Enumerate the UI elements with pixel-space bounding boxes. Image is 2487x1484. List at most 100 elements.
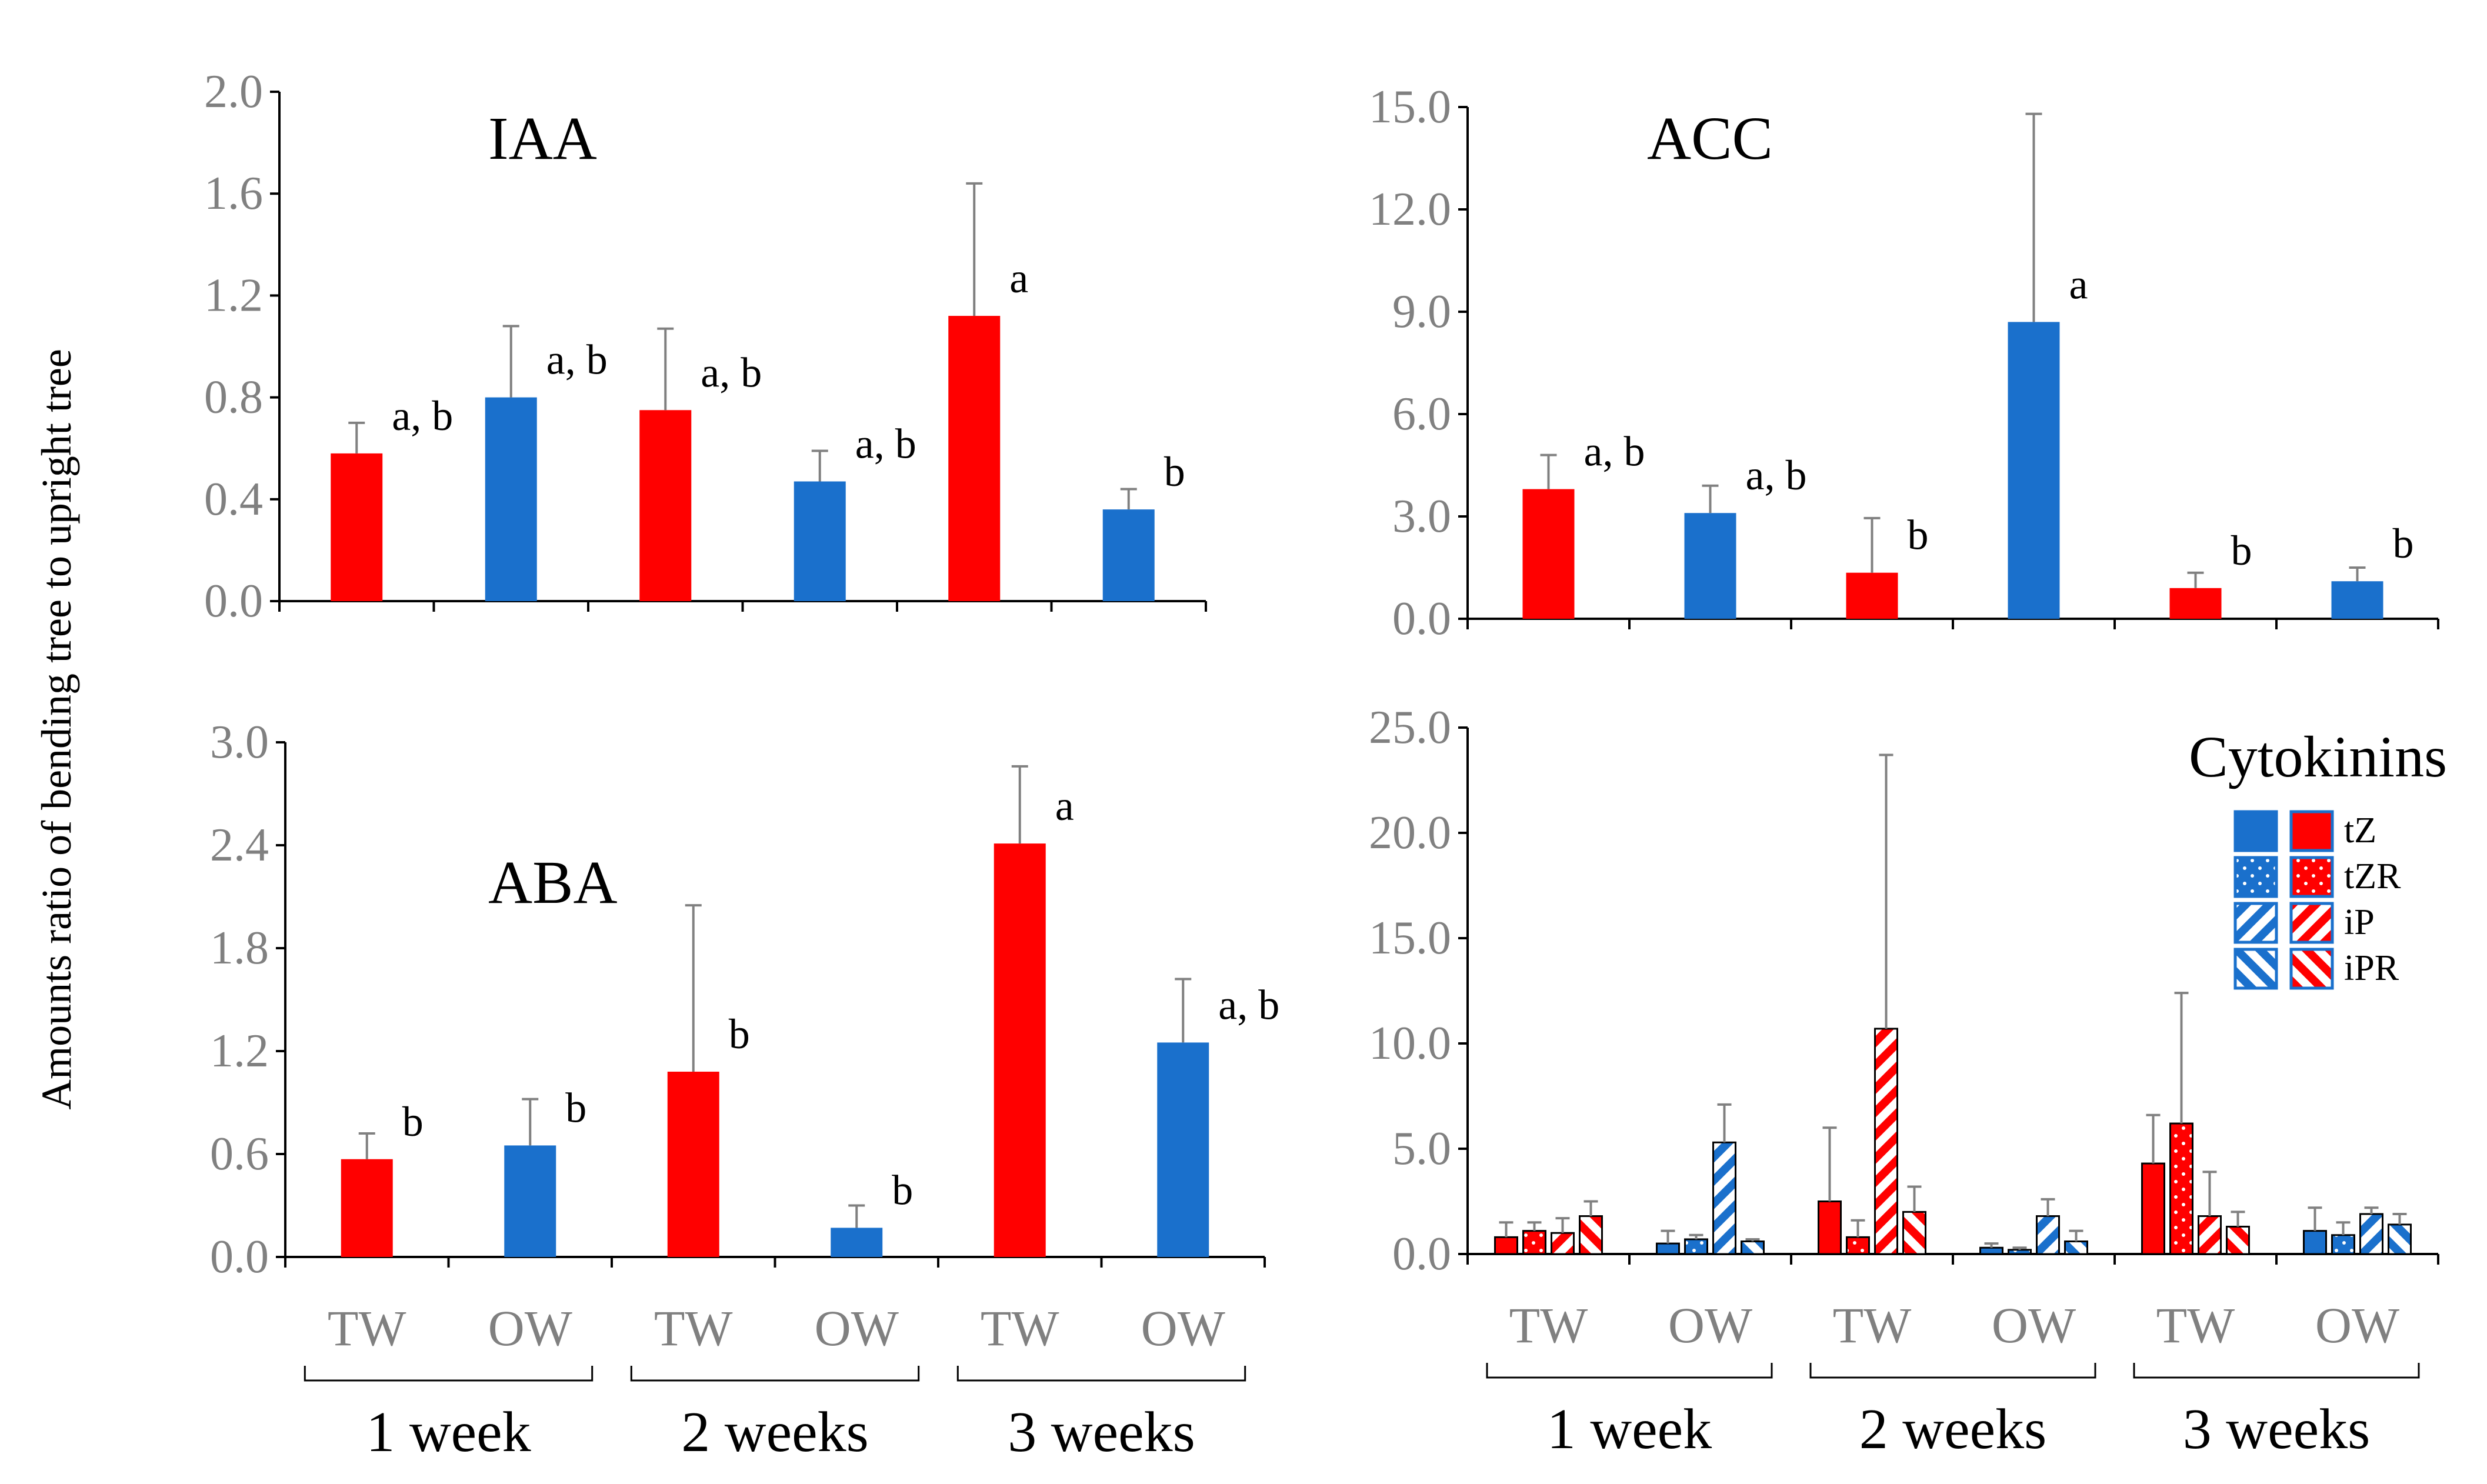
group-bracket	[1809, 1363, 2096, 1379]
significance-label: a, b	[392, 392, 453, 439]
significance-label: a	[1055, 782, 1074, 829]
legend-swatch-ow	[2233, 948, 2278, 990]
group-bracket	[956, 1366, 1246, 1382]
bar-tw	[667, 1072, 719, 1257]
y-tick-label: 25.0	[1369, 702, 1451, 753]
bar-ow	[1157, 1042, 1209, 1257]
significance-label: a, b	[1746, 452, 1807, 499]
x-group-label: 3 weeks	[1008, 1400, 1195, 1464]
bar-tz	[2303, 1230, 2327, 1255]
legend-swatch-ow	[2233, 856, 2278, 898]
legend-label: tZR	[2344, 856, 2401, 896]
y-tick-label: 3.0	[210, 716, 269, 768]
bar-tw	[2169, 588, 2222, 619]
significance-label: a	[1009, 255, 1028, 302]
chart-title: ACC	[1647, 105, 1773, 172]
x-category-label: TW	[654, 1300, 733, 1356]
x-group-label: 2 weeks	[681, 1400, 868, 1464]
bar-tw	[331, 453, 383, 601]
significance-label: b	[892, 1166, 913, 1213]
x-category-label: OW	[488, 1300, 572, 1356]
bar-tw	[948, 316, 1001, 601]
bar-tw	[341, 1159, 393, 1257]
bar-ipr	[1741, 1240, 1765, 1255]
bar-tw	[1522, 489, 1575, 619]
bar-tw	[1846, 572, 1898, 619]
bar-ip	[1551, 1232, 1575, 1255]
x-category-label: TW	[1833, 1297, 1912, 1353]
chart-title: IAA	[488, 105, 597, 172]
x-category-label: TW	[1509, 1297, 1588, 1353]
x-category-label: OW	[1141, 1300, 1225, 1356]
legend-swatch-tw	[2289, 810, 2334, 852]
bar-tzr	[1522, 1230, 1546, 1255]
x-category-label: OW	[2315, 1297, 2399, 1353]
x-group-label: 2 weeks	[1859, 1398, 2046, 1461]
x-category-label: OW	[1668, 1297, 1752, 1353]
y-tick-label: 0.8	[204, 372, 263, 423]
bar-ow	[794, 481, 846, 601]
bar-tz	[1656, 1242, 1680, 1255]
chart-cytokinins: 0.0 5.0 10.0 15.0 20.0 25.0 Cytokinins tZ tZR iP i…	[1369, 702, 2447, 1461]
bar-tz	[1818, 1200, 1842, 1255]
y-tick-label: 0.0	[1392, 593, 1451, 645]
y-tick-label: 0.0	[204, 575, 263, 627]
chart-iaa: 0.0 0.4 0.8 1.2 1.6 2.0 IAA a, b a, b a, b a, b a b	[204, 66, 1207, 627]
significance-label: b	[402, 1098, 424, 1145]
bar-ip	[2198, 1215, 2222, 1255]
bar-ipr	[2064, 1240, 2088, 1255]
legend-swatch-ow	[2233, 810, 2278, 852]
legend: Cytokinins tZ tZR iP iPR	[2189, 724, 2447, 990]
significance-label: a, b	[855, 420, 916, 467]
significance-label: a	[2069, 261, 2088, 308]
y-tick-label: 10.0	[1369, 1018, 1451, 1069]
x-category-label: TW	[328, 1300, 406, 1356]
bar-ipr	[1902, 1210, 1926, 1255]
bar-tw	[639, 410, 692, 601]
bar-tw	[994, 843, 1046, 1257]
bar-tzr	[2169, 1122, 2193, 1255]
x-group-label: 1 week	[1547, 1398, 1712, 1461]
y-tick-label: 20.0	[1369, 807, 1451, 859]
x-category-label: OW	[815, 1300, 899, 1356]
legend-swatch-ow	[2233, 902, 2278, 944]
y-tick-label: 0.0	[210, 1231, 269, 1283]
y-tick-label: 5.0	[1392, 1123, 1451, 1175]
significance-label: b	[565, 1084, 586, 1131]
bar-ipr	[2388, 1223, 2412, 1255]
x-group-label: 3 weeks	[2183, 1398, 2370, 1461]
legend-swatch-tw	[2289, 948, 2334, 990]
legend-label: iPR	[2344, 948, 2399, 988]
y-tick-label: 3.0	[1392, 491, 1451, 542]
bar-ow	[485, 397, 537, 601]
chart-acc: 0.0 3.0 6.0 9.0 12.0 15.0 ACC a, b a, b b a b b	[1369, 81, 2439, 645]
bar-ip	[1874, 1028, 1898, 1255]
x-category-label: TW	[981, 1300, 1059, 1356]
bar-tzr	[1684, 1238, 1708, 1255]
bar-ow	[2008, 322, 2060, 619]
x-category-label: TW	[2156, 1297, 2235, 1353]
bar-tz	[1979, 1246, 2003, 1255]
bar-ow	[831, 1228, 883, 1257]
chart-aba: 0.0 0.6 1.2 1.8 2.4 3.0 ABA b b b b a a, b TW OW TW OW TW…	[210, 716, 1279, 1464]
y-tick-label: 1.2	[210, 1025, 269, 1077]
bar-tz	[1494, 1236, 1518, 1255]
group-bracket	[630, 1366, 920, 1382]
significance-label: b	[1908, 512, 1929, 559]
y-tick-label: 1.6	[204, 168, 263, 219]
legend-label: iP	[2344, 902, 2375, 942]
significance-label: b	[2231, 527, 2252, 574]
bar-ow	[1684, 513, 1736, 619]
legend-label: tZ	[2344, 811, 2376, 851]
y-tick-label: 2.0	[204, 66, 263, 118]
legend-title: Cytokinins	[2189, 724, 2447, 789]
bar-ip	[1712, 1141, 1736, 1255]
significance-label: a, b	[1584, 428, 1645, 475]
group-bracket	[1486, 1363, 1773, 1379]
bar-ow	[504, 1145, 556, 1257]
significance-label: b	[729, 1011, 750, 1058]
y-tick-label: 6.0	[1392, 388, 1451, 440]
group-bracket	[304, 1366, 594, 1382]
